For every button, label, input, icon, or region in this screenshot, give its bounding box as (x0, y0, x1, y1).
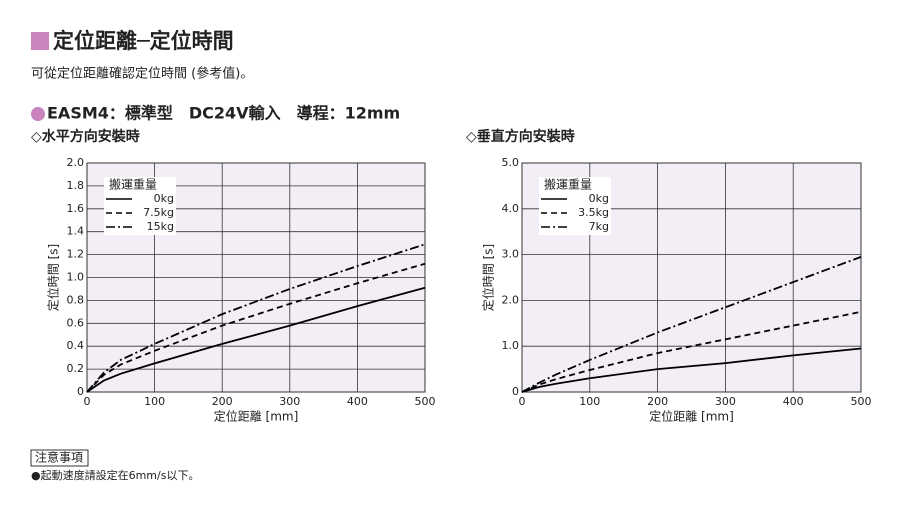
series-line (86, 243, 426, 393)
legend-label: 3.5kg (578, 206, 609, 219)
page-subtitle: 可從定位距離確認定位時間 (參考值)。 (31, 66, 253, 82)
series-line (86, 262, 426, 393)
notes-title: 注意事項 (35, 450, 83, 465)
model-text: EASM4：標準型 DC24V輸入 導程：12mm (47, 104, 400, 123)
x-tick-label: 0 (84, 395, 91, 408)
legend-label: 7.5kg (143, 206, 174, 219)
x-tick-label: 100 (579, 395, 600, 408)
y-tick-label: 5.0 (502, 156, 520, 169)
legend-label: 0kg (589, 192, 609, 205)
y-tick-label: 0.8 (67, 293, 85, 306)
model-marker (31, 107, 45, 121)
x-tick-label: 300 (715, 395, 736, 408)
x-tick-label: 100 (144, 395, 165, 408)
x-tick-label: 400 (347, 395, 368, 408)
x-tick-label: 200 (212, 395, 233, 408)
y-tick-label: 2.0 (67, 156, 85, 169)
x-tick-label: 500 (851, 395, 872, 408)
x-axis-label: 定位距離 [mm] (649, 409, 734, 424)
series-line (86, 286, 426, 393)
y-axis-label: 定位時間 [s] (46, 244, 61, 311)
x-tick-label: 0 (519, 395, 526, 408)
y-tick-label: 0.2 (67, 362, 85, 375)
y-tick-label: 1.0 (67, 271, 85, 284)
plot-frame (86, 162, 426, 393)
y-tick-label: 0.6 (67, 316, 85, 329)
y-tick-label: 3.0 (502, 248, 520, 261)
series-line (521, 310, 862, 393)
legend-box (104, 177, 176, 235)
note-item: ●起動速度請設定在6mm/s以下。 (31, 468, 199, 482)
y-axis-label: 定位時間 [s] (481, 244, 496, 311)
y-tick-label: 1.8 (67, 179, 85, 192)
y-tick-label: 0.4 (67, 339, 85, 352)
legend-title: 搬運重量 (544, 177, 592, 192)
plot-frame (521, 162, 862, 393)
x-tick-label: 200 (647, 395, 668, 408)
chart-title: ◇垂直方向安裝時 (466, 128, 575, 145)
legend-title: 搬運重量 (109, 177, 157, 192)
chart-title: ◇水平方向安裝時 (31, 128, 140, 145)
x-tick-label: 300 (279, 395, 300, 408)
x-axis-label: 定位距離 [mm] (214, 409, 299, 424)
legend-label: 15kg (147, 220, 174, 233)
title-marker (31, 32, 49, 50)
series-line (521, 256, 862, 393)
legend-box (539, 177, 611, 235)
x-tick-label: 400 (783, 395, 804, 408)
y-tick-label: 1.2 (67, 248, 85, 261)
legend-label: 0kg (154, 192, 174, 205)
y-tick-label: 4.0 (502, 202, 520, 215)
x-tick-label: 500 (415, 395, 436, 408)
notes-box (30, 449, 89, 467)
y-tick-label: 1.0 (502, 339, 520, 352)
y-tick-label: 0 (77, 385, 84, 398)
legend-label: 7kg (589, 220, 609, 233)
y-tick-label: 1.6 (67, 202, 85, 215)
series-line (521, 347, 862, 393)
y-tick-label: 1.4 (67, 225, 85, 238)
page-title: 定位距離─定位時間 (53, 29, 234, 53)
y-tick-label: 0 (512, 385, 519, 398)
y-tick-label: 2.0 (502, 293, 520, 306)
